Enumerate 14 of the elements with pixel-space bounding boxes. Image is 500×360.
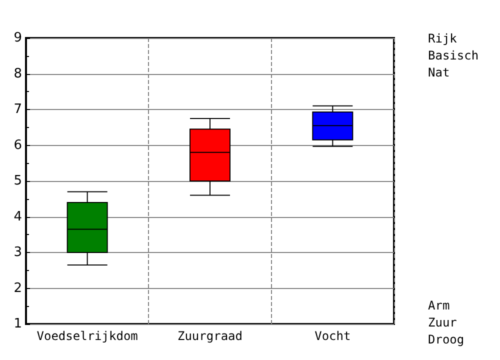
y-tick-label: 5	[14, 174, 22, 188]
y-tick-label: 6	[14, 138, 22, 153]
text: Arm Zuur Droog	[428, 298, 464, 346]
y-tick-label: 7	[14, 102, 22, 117]
y-tick-label: 3	[14, 245, 22, 260]
y-tick-label: 9	[14, 30, 22, 46]
y-tick-label: 2	[14, 280, 22, 296]
x-tick-label: Vocht	[314, 329, 351, 343]
text: Rijk Basisch Nat	[428, 32, 479, 80]
y-tick-label: 1	[14, 316, 22, 332]
x-tick-label: Zuurgraad	[177, 329, 243, 343]
y-tick-label: 4	[14, 209, 22, 224]
x-tick-label: Voedselrijkdom	[36, 329, 138, 343]
y-tick-label: 8	[14, 66, 22, 82]
